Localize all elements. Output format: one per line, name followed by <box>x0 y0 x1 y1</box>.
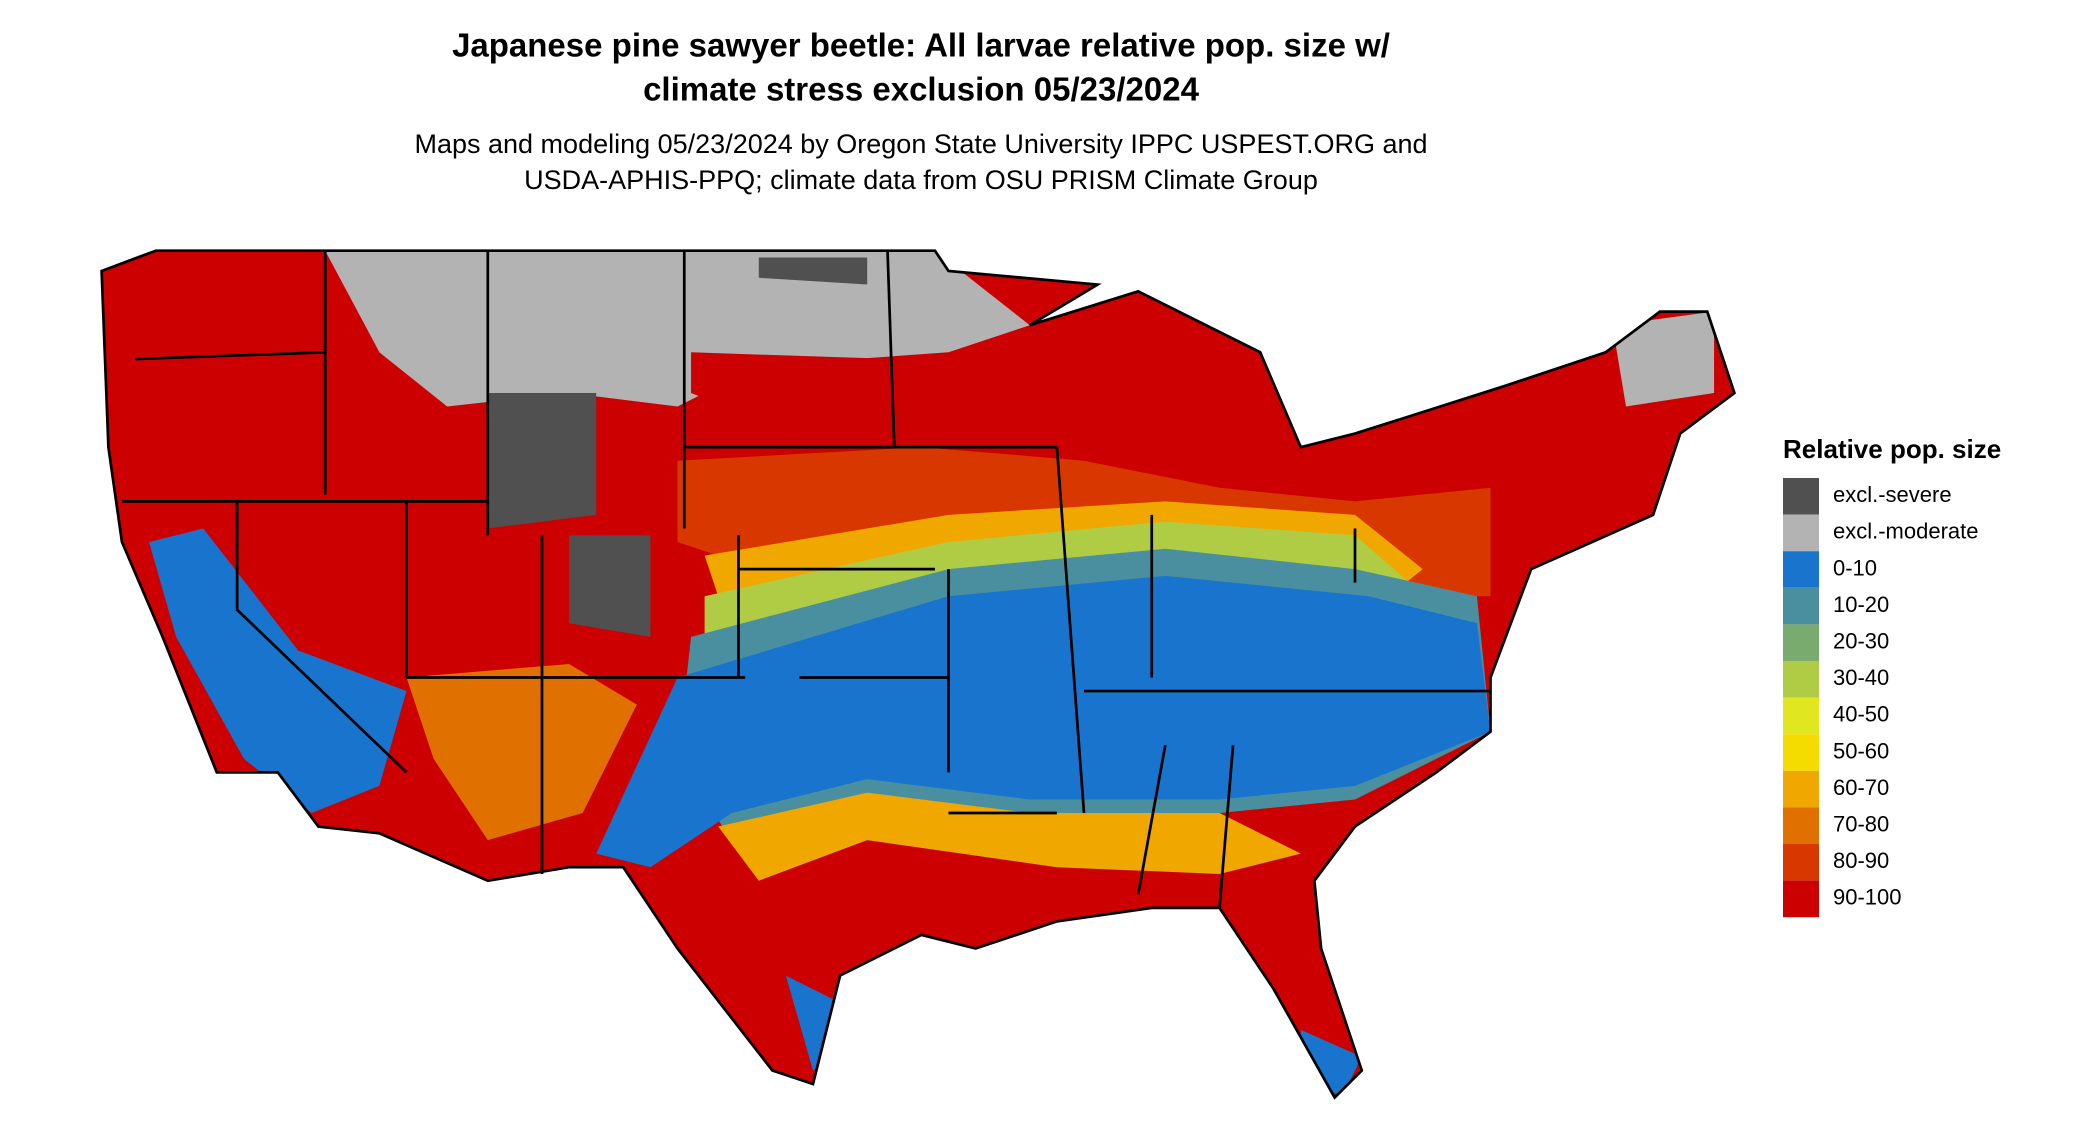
legend-swatch <box>1783 807 1819 844</box>
legend-label: 50-60 <box>1833 738 1889 763</box>
legend-label: 70-80 <box>1833 812 1889 837</box>
legend-swatch <box>1783 514 1819 552</box>
borders <box>100 249 1736 1100</box>
legend-label: 0-10 <box>1833 555 1877 580</box>
region <box>596 575 1491 868</box>
region <box>149 528 407 813</box>
legend-swatch <box>1783 624 1819 661</box>
legend-swatch <box>1783 697 1819 735</box>
legend-title: Relative pop. size <box>1783 434 2001 464</box>
region <box>718 792 1301 881</box>
legend-label: excl.-moderate <box>1833 519 1979 544</box>
title-line: climate stress exclusion 05/23/2024 <box>643 71 1200 108</box>
legend-swatch <box>1783 551 1819 588</box>
region <box>325 250 1030 407</box>
border <box>121 250 1491 908</box>
region <box>406 663 637 841</box>
legend-label: 60-70 <box>1833 775 1889 800</box>
region <box>487 392 597 529</box>
legend-swatch <box>1783 770 1819 808</box>
legend-swatch <box>1783 661 1819 698</box>
legend-label: 90-100 <box>1833 885 1902 910</box>
subtitle-line: Maps and modeling 05/23/2024 by Oregon S… <box>414 129 1427 159</box>
region <box>758 257 868 285</box>
region <box>569 535 651 637</box>
us-map <box>100 249 1736 1100</box>
title-line: Japanese pine sawyer beetle: All larvae … <box>452 27 1390 64</box>
legend-swatch <box>1783 734 1819 771</box>
legend-swatch <box>1783 844 1819 881</box>
region <box>1612 311 1715 407</box>
subtitle-line: USDA-APHIS-PPQ; climate data from OSU PR… <box>524 165 1318 195</box>
legend-label: 80-90 <box>1833 848 1889 873</box>
legend-label: 40-50 <box>1833 702 1889 727</box>
legend-label: 30-40 <box>1833 665 1889 690</box>
legend-label: 20-30 <box>1833 629 1889 654</box>
legend-label: excl.-severe <box>1833 482 1952 507</box>
legend-swatch <box>1783 478 1819 515</box>
region <box>691 352 895 421</box>
legend-label: 10-20 <box>1833 592 1889 617</box>
legend-swatch <box>1783 880 1819 918</box>
border <box>100 249 1736 1100</box>
legend-swatch <box>1783 587 1819 625</box>
